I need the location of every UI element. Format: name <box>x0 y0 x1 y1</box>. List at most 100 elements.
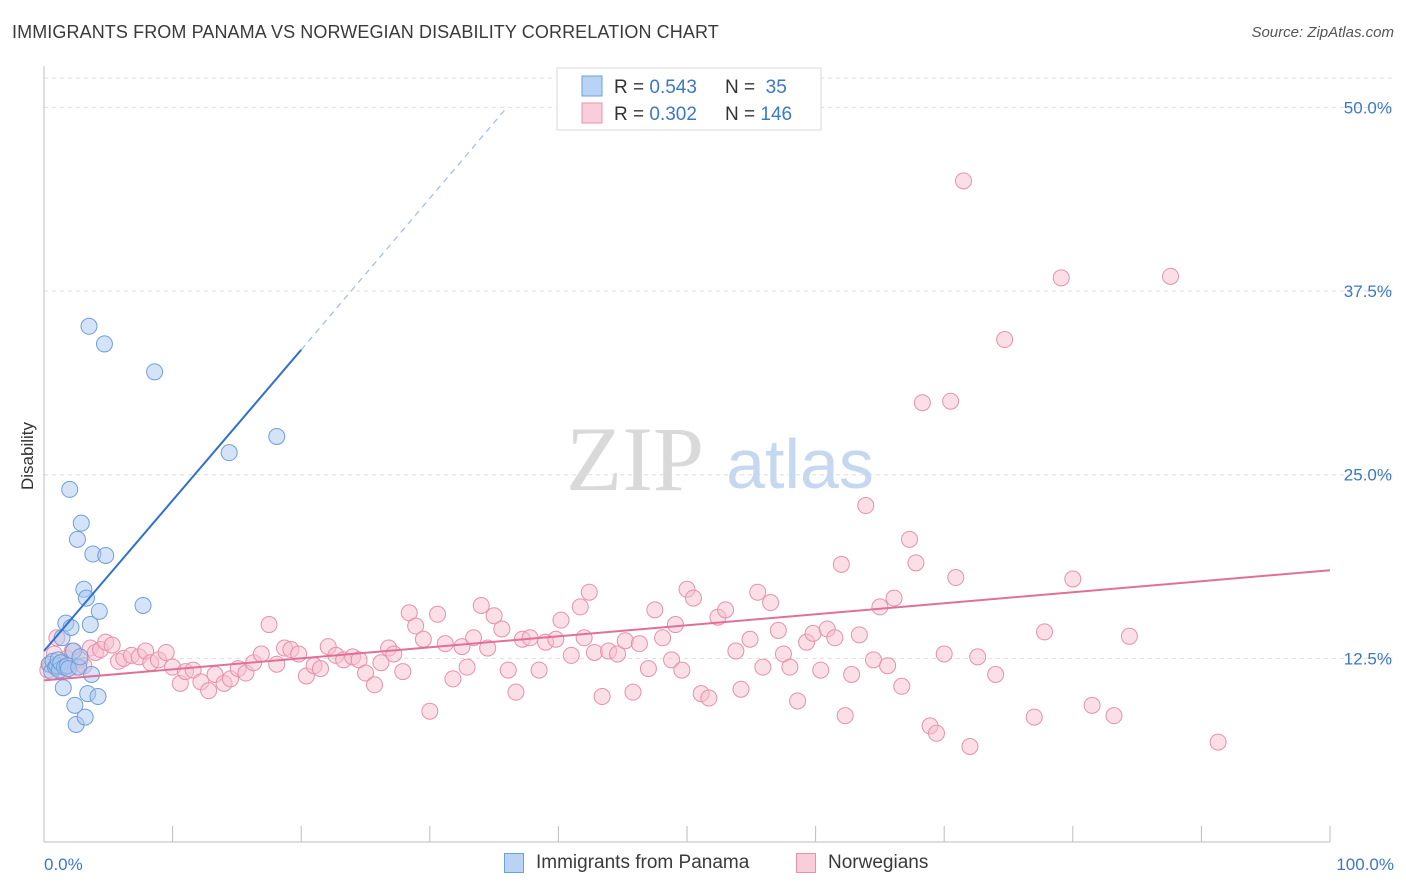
x-tick-label: 0.0% <box>44 855 83 874</box>
norwegians-point <box>421 702 439 720</box>
norwegians-point <box>1105 707 1123 725</box>
norwegians-point <box>673 661 691 679</box>
norwegians-point <box>717 601 735 619</box>
legend-n-value: 35 <box>760 77 786 98</box>
norwegians-point <box>954 172 972 190</box>
panama-point <box>68 530 86 548</box>
norwegians-point <box>268 655 286 673</box>
legend-r-value: 0.543 <box>649 77 697 98</box>
norwegians-point <box>593 688 611 706</box>
watermark-zip: ZIP <box>566 408 704 510</box>
norwegians-point <box>571 598 589 616</box>
grid-layer <box>44 77 1392 659</box>
panama-point <box>61 480 79 498</box>
legend-swatch-pink <box>581 102 603 124</box>
norwegians-point <box>1120 627 1138 645</box>
norwegians-point <box>465 629 483 647</box>
panama-point <box>220 444 238 462</box>
bottom-legend: Immigrants from Panama Norwegians <box>0 852 1406 878</box>
norwegians-point <box>372 654 390 672</box>
norwegians-point <box>961 738 979 755</box>
chart-title: IMMIGRANTS FROM PANAMA VS NORWEGIAN DISA… <box>12 22 719 42</box>
legend-r-value: 0.302 <box>649 104 697 125</box>
panama-point <box>134 596 152 614</box>
norwegians-point <box>857 497 875 515</box>
y-tick-label: 37.5% <box>1344 282 1392 301</box>
norwegians-point <box>1036 623 1054 641</box>
norwegians-point <box>727 642 745 660</box>
norwegians-point <box>385 645 403 663</box>
norwegians-point <box>103 636 121 654</box>
norwegians-point <box>562 646 580 664</box>
norwegians-point <box>927 724 945 742</box>
panama-trend-line <box>43 349 302 652</box>
norwegians-point <box>749 583 767 601</box>
norwegians-point <box>1083 696 1101 714</box>
norwegians-point <box>893 677 911 695</box>
panama-point <box>95 335 113 353</box>
norwegians-point <box>184 661 202 679</box>
panama-point <box>72 514 90 532</box>
norwegians-point <box>826 629 844 647</box>
watermark-atlas: atlas <box>726 425 874 503</box>
y-tick-label: 12.5% <box>1344 649 1392 668</box>
norwegians-point <box>260 616 278 634</box>
y-axis-label: Disability <box>18 421 37 490</box>
norwegians-point <box>624 683 642 701</box>
panama-point <box>76 708 94 726</box>
norwegians-point <box>458 658 476 676</box>
norwegians-point <box>741 630 759 648</box>
norwegians-point <box>547 630 565 648</box>
norwegians-point <box>843 666 861 684</box>
norwegians-point <box>530 661 548 679</box>
legend-label: Norwegians <box>828 852 929 873</box>
source-credit: Source: ZipAtlas.com <box>1251 24 1394 41</box>
panama-point <box>83 666 101 684</box>
legend-item-norwegians: Norwegians <box>796 852 928 874</box>
norwegians-point <box>1052 269 1070 287</box>
norwegians-point <box>907 554 925 572</box>
legend-r-label: R = <box>614 77 649 98</box>
norwegians-point <box>157 643 175 661</box>
norwegians-point <box>630 635 648 653</box>
norwegians-point <box>1209 733 1227 751</box>
norwegians-point <box>575 629 593 647</box>
norwegians-point <box>552 611 570 629</box>
norwegians-point <box>200 682 218 700</box>
panama-point <box>66 696 84 714</box>
norwegians-point <box>935 645 953 663</box>
legend-label: Immigrants from Panama <box>536 852 750 873</box>
panama-point <box>97 547 115 564</box>
norwegians-point <box>585 643 603 661</box>
norwegians-point <box>639 660 657 678</box>
norwegians-point <box>762 594 780 612</box>
norwegians-point <box>311 660 329 678</box>
norwegians-point <box>252 645 270 663</box>
norwegians-point <box>444 670 462 688</box>
norwegians-point <box>366 676 384 694</box>
norwegians-point <box>485 607 503 625</box>
norwegians-point <box>879 657 897 675</box>
norwegians-point <box>666 616 684 634</box>
watermark: ZIP atlas <box>566 408 874 510</box>
panama-point <box>146 363 164 381</box>
norwegians-point <box>885 589 903 607</box>
norwegians-point <box>357 664 374 682</box>
norwegians-point <box>804 624 822 642</box>
svg-text:N = 146: N = 146 <box>725 104 792 125</box>
panama-point <box>90 602 108 620</box>
legend-item-panama: Immigrants from Panama <box>504 852 749 874</box>
norwegians-point <box>836 707 854 725</box>
norwegians-point <box>947 569 965 587</box>
panama-point <box>80 317 98 335</box>
norwegians-point <box>812 661 830 679</box>
norwegians-point <box>700 689 718 707</box>
norwegians-point <box>996 331 1014 349</box>
norwegians-point <box>942 392 960 410</box>
y-tick-label: 25.0% <box>1344 466 1392 485</box>
norwegians-point <box>429 605 447 623</box>
norwegians-point <box>781 658 799 676</box>
norwegians-point <box>394 663 412 681</box>
norwegians-point <box>1162 267 1180 285</box>
panama-point <box>71 648 89 666</box>
